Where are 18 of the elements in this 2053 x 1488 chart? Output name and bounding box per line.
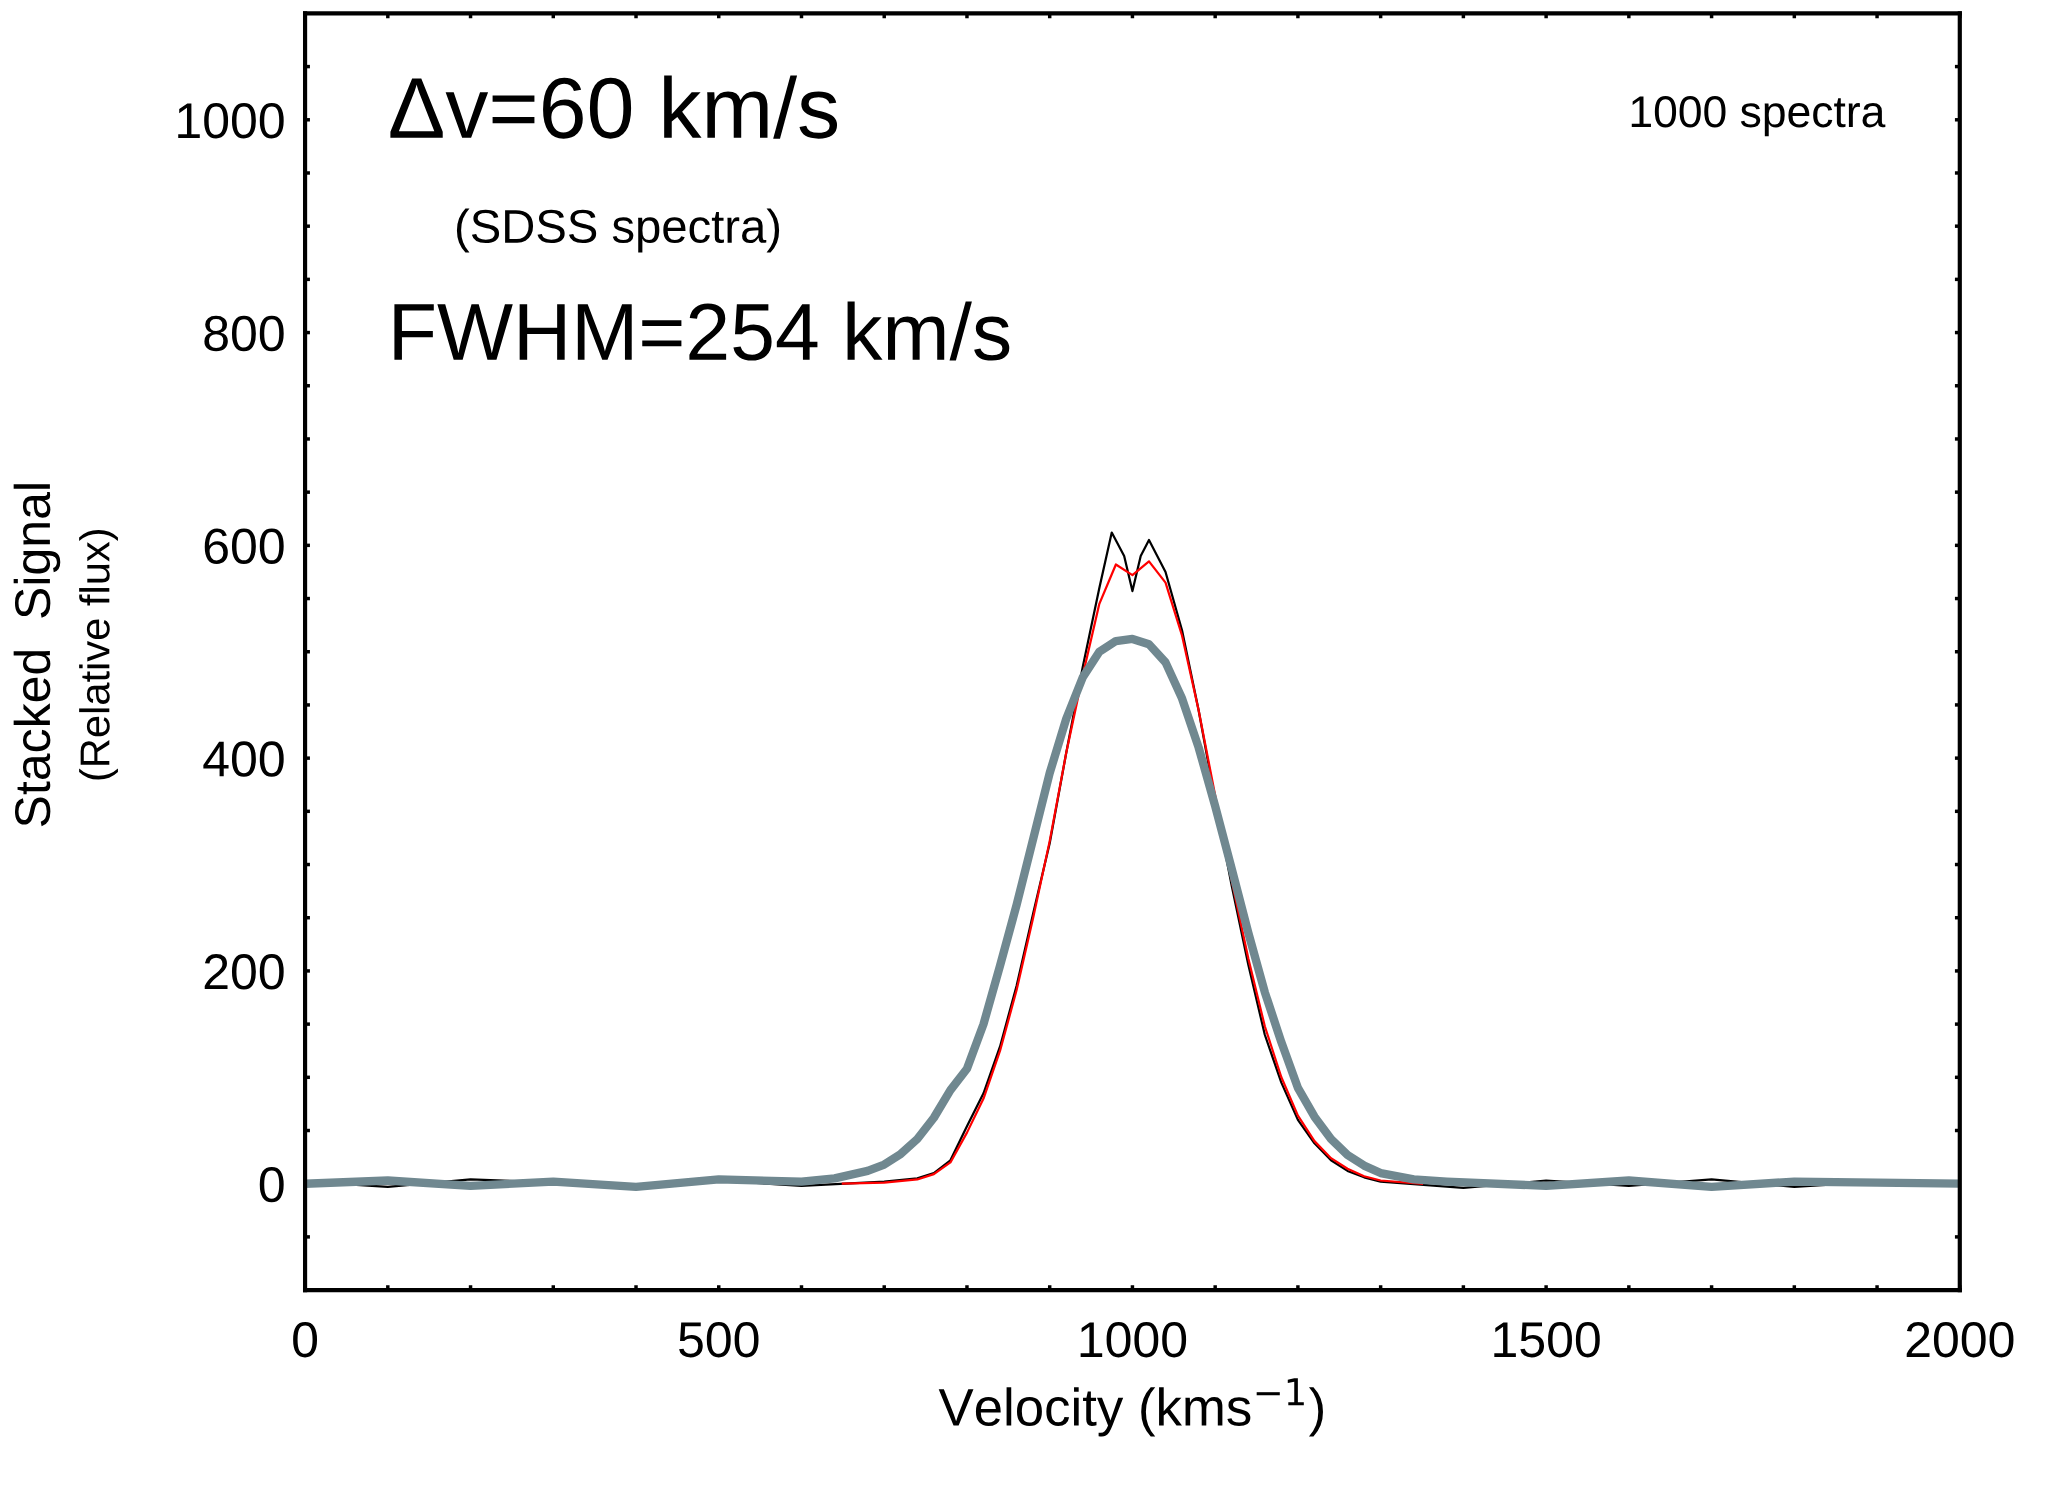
annotation: (SDSS spectra) [456,208,780,253]
annotation: Δv=60 km/s [390,75,838,139]
x-axis-title: Velocity (kms$^{−1}$) [938,1378,1323,1437]
x-tick-label: 1500 [1494,1321,1600,1358]
y-tick-label: 800 [204,315,284,352]
x-tick-label: 500 [679,1321,759,1358]
y-tick-label: 1000 [178,102,284,139]
line-series [841,560,1424,1185]
y-tick-label: 200 [204,954,284,990]
x-tick-label: 0 [293,1321,318,1358]
x-tick-label: 2000 [1906,1321,2014,1358]
y-tick-label: 400 [203,741,284,777]
y-axis-title: Stacked Signal (Relative flux) [13,484,118,827]
annotation: 1000 spectra [1631,95,1886,137]
annotation: FWHM=254 km/s [394,301,1010,361]
y-tick-label: 0 [259,1166,284,1203]
x-tick-label: 1000 [1080,1321,1187,1358]
y-tick-label: 600 [204,528,284,564]
